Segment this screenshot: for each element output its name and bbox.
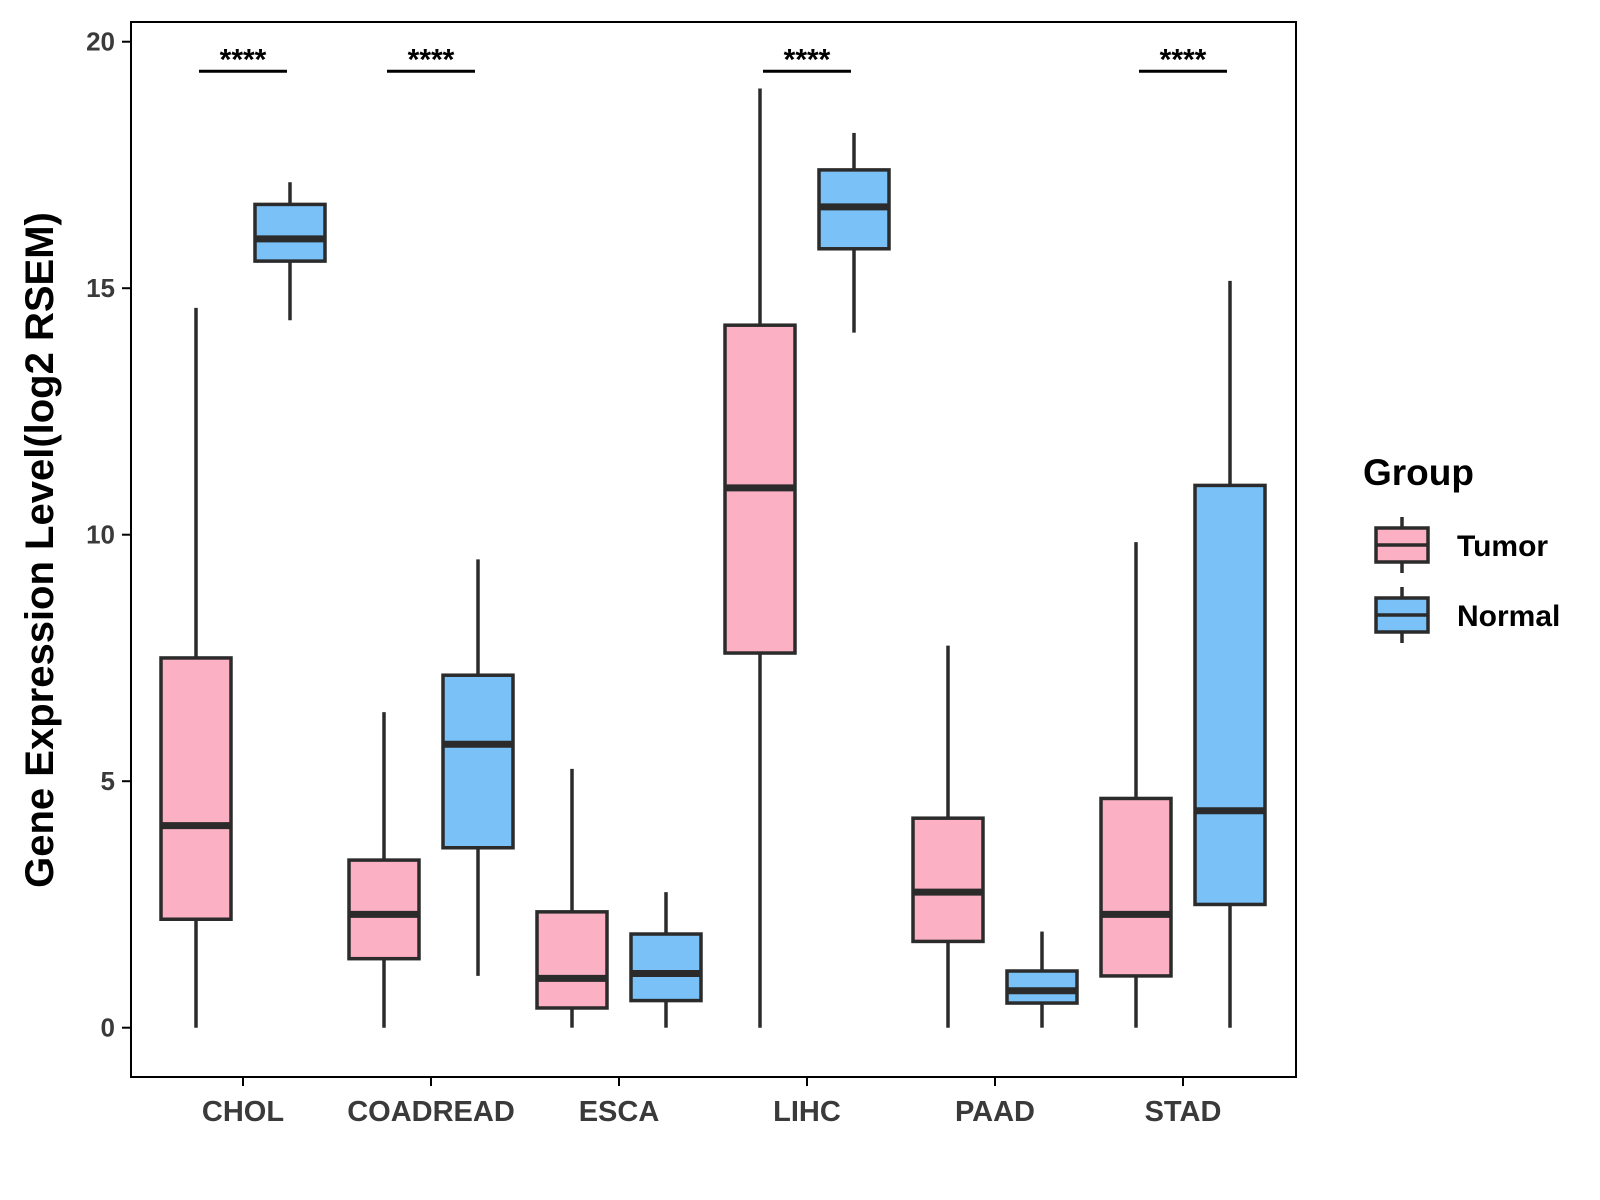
x-tick-label: LIHC <box>773 1096 841 1128</box>
x-tick-label: STAD <box>1145 1096 1222 1128</box>
box-tumor-coadread <box>347 712 421 1028</box>
y-tick-label: 15 <box>86 273 115 303</box>
iqr-box <box>347 858 421 961</box>
x-axis: CHOL COADREAD ESCA LIHC PAAD STAD <box>202 1077 1221 1128</box>
legend-label: Tumor <box>1457 530 1548 563</box>
iqr-box <box>253 202 327 263</box>
legend-item-normal: Normal <box>1374 587 1560 643</box>
iqr-box <box>1193 483 1267 907</box>
significance-label: **** <box>1160 43 1207 76</box>
x-tick-label: ESCA <box>579 1096 660 1128</box>
legend-item-tumor: Tumor <box>1374 517 1548 573</box>
box-group <box>159 88 1267 1028</box>
box-tumor-paad <box>911 645 985 1028</box>
y-tick-label: 10 <box>86 520 115 550</box>
box-tumor-stad <box>1099 542 1173 1028</box>
y-axis: 0 5 10 15 20 <box>86 27 131 1043</box>
significance-annotations: **** **** **** **** <box>199 43 1227 76</box>
box-normal-lihc <box>817 132 891 333</box>
box-normal-coadread <box>441 559 515 976</box>
iqr-box <box>1005 969 1079 1005</box>
y-tick-label: 0 <box>101 1013 115 1043</box>
box-normal-stad <box>1193 280 1267 1028</box>
iqr-box <box>1099 796 1173 978</box>
x-tick-label: COADREAD <box>347 1096 515 1128</box>
significance-label: **** <box>220 43 267 76</box>
iqr-box <box>159 656 233 921</box>
significance-label: **** <box>408 43 455 76</box>
iqr-box <box>535 910 609 1010</box>
box-normal-chol <box>253 182 327 321</box>
legend: Group Tumor Normal <box>1363 452 1560 643</box>
y-tick-label: 5 <box>101 766 115 796</box>
iqr-box <box>911 816 985 944</box>
box-tumor-lihc <box>723 88 797 1028</box>
box-tumor-chol <box>159 307 233 1028</box>
y-axis-title: Gene Expression Level(log2 RSEM) <box>18 212 62 888</box>
legend-title: Group <box>1363 452 1474 493</box>
y-tick-label: 20 <box>86 27 115 57</box>
box-tumor-esca <box>535 768 609 1028</box>
x-tick-label: CHOL <box>202 1096 284 1128</box>
iqr-box <box>629 932 703 1003</box>
box-normal-esca <box>629 892 703 1028</box>
x-tick-label: PAAD <box>955 1096 1035 1128</box>
box-normal-paad <box>1005 931 1079 1028</box>
significance-label: **** <box>784 43 831 76</box>
legend-label: Normal <box>1457 600 1560 633</box>
iqr-box <box>441 673 515 850</box>
